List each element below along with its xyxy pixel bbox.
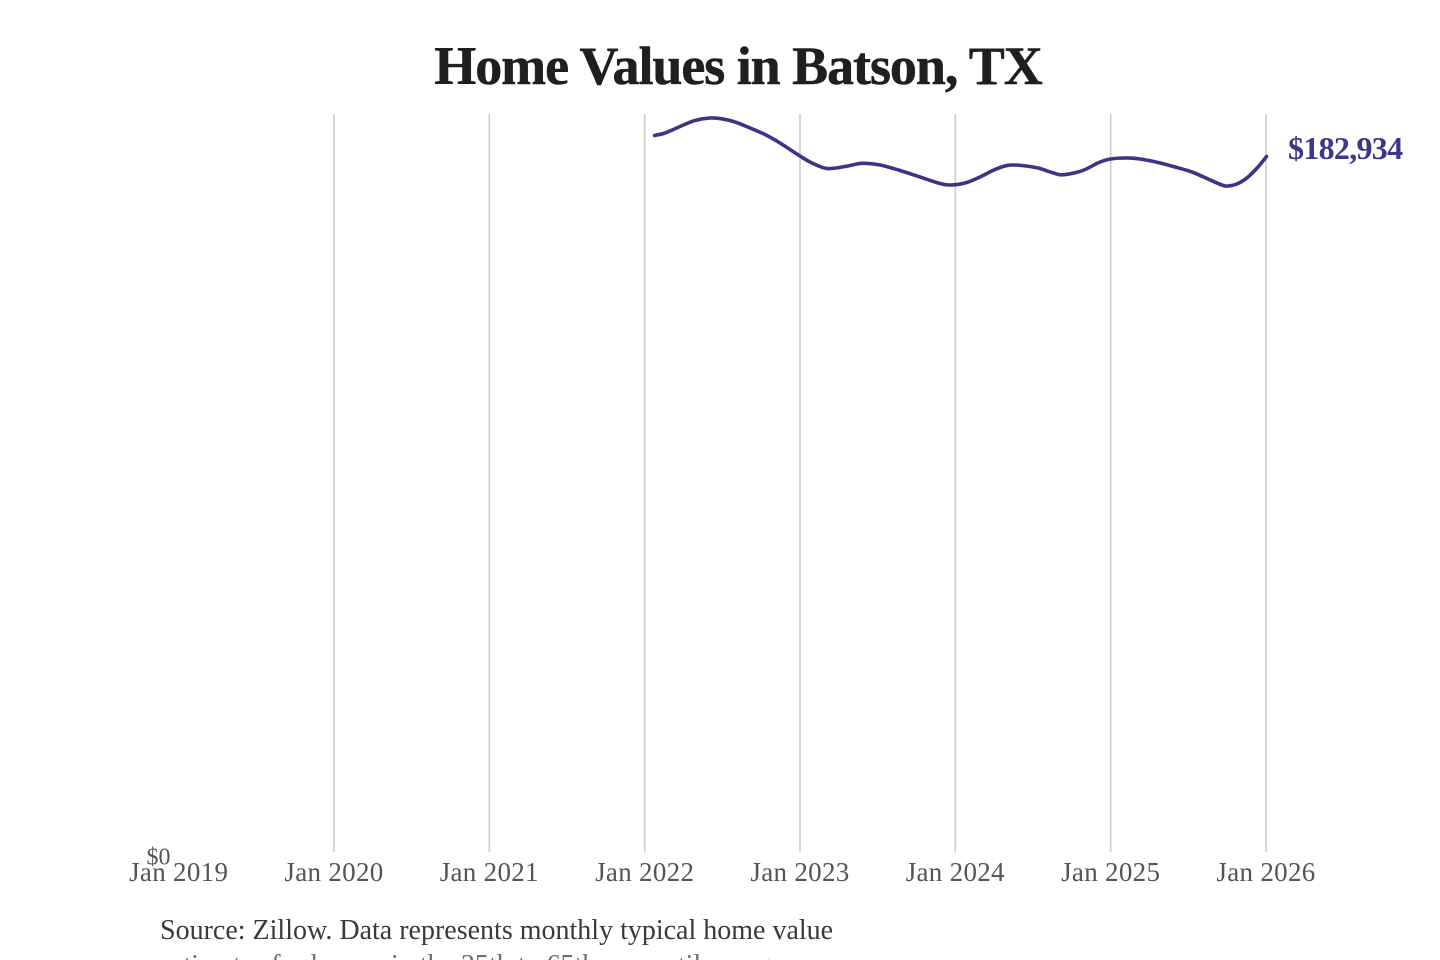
svg-text:Jan 2019: Jan 2019 xyxy=(129,857,228,887)
svg-text:Source: Zillow. Data represent: Source: Zillow. Data represents monthly … xyxy=(160,915,833,946)
svg-text:Jan 2023: Jan 2023 xyxy=(750,857,849,887)
svg-text:Home Values in Batson, TX: Home Values in Batson, TX xyxy=(434,36,1042,96)
svg-text:Jan 2021: Jan 2021 xyxy=(440,857,539,887)
svg-text:$0: $0 xyxy=(147,845,171,871)
svg-text:Jan 2025: Jan 2025 xyxy=(1061,857,1160,887)
svg-text:Jan 2026: Jan 2026 xyxy=(1216,857,1315,887)
svg-text:estimates for homes in the 35t: estimates for homes in the 35th to 65th … xyxy=(160,950,783,960)
svg-text:$182,934: $182,934 xyxy=(1288,130,1403,166)
svg-text:Jan 2020: Jan 2020 xyxy=(284,857,383,887)
svg-text:Jan 2022: Jan 2022 xyxy=(595,857,694,887)
svg-text:Jan 2024: Jan 2024 xyxy=(906,857,1005,887)
